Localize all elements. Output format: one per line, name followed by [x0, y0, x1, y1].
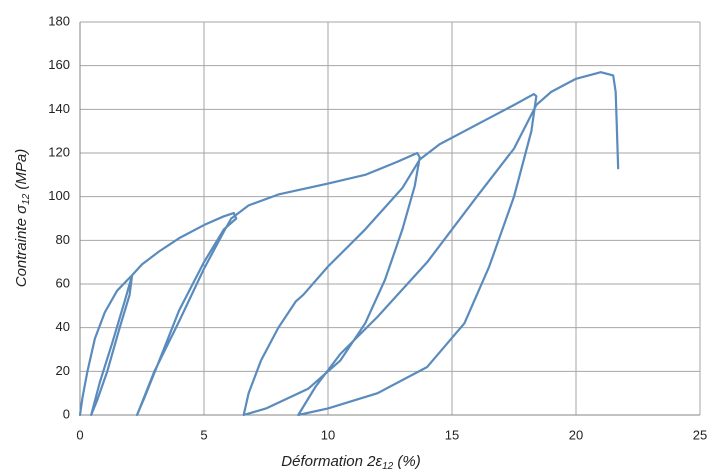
x-label-sub: 12	[382, 461, 394, 472]
y-tick-label: 40	[56, 319, 70, 334]
y-tick-label: 140	[48, 101, 70, 116]
x-tick-label: 0	[76, 427, 83, 442]
y-axis-label: Contrainte σ12 (MPa)	[13, 149, 32, 288]
y-tick-label: 80	[56, 232, 70, 247]
y-tick-label: 20	[56, 363, 70, 378]
y-tick-label: 60	[56, 275, 70, 290]
x-label-after: (%)	[393, 453, 421, 470]
x-label-text: Déformation 2ε	[281, 453, 382, 470]
x-axis-label: Déformation 2ε12 (%)	[281, 453, 420, 472]
y-tick-label: 100	[48, 188, 70, 203]
x-tick-label: 25	[693, 427, 707, 442]
x-tick-label: 10	[321, 427, 335, 442]
y-tick-label: 0	[63, 406, 70, 421]
y-label-sub: 12	[21, 193, 32, 205]
y-tick-label: 160	[48, 57, 70, 72]
y-label-after: (MPa)	[13, 149, 30, 194]
x-tick-label: 5	[200, 427, 207, 442]
y-tick-label: 180	[48, 13, 70, 28]
x-tick-label: 20	[569, 427, 583, 442]
x-tick-label: 15	[445, 427, 459, 442]
y-label-text: Contrainte σ	[13, 204, 30, 287]
data-line	[78, 71, 620, 417]
y-tick-label: 120	[48, 144, 70, 159]
